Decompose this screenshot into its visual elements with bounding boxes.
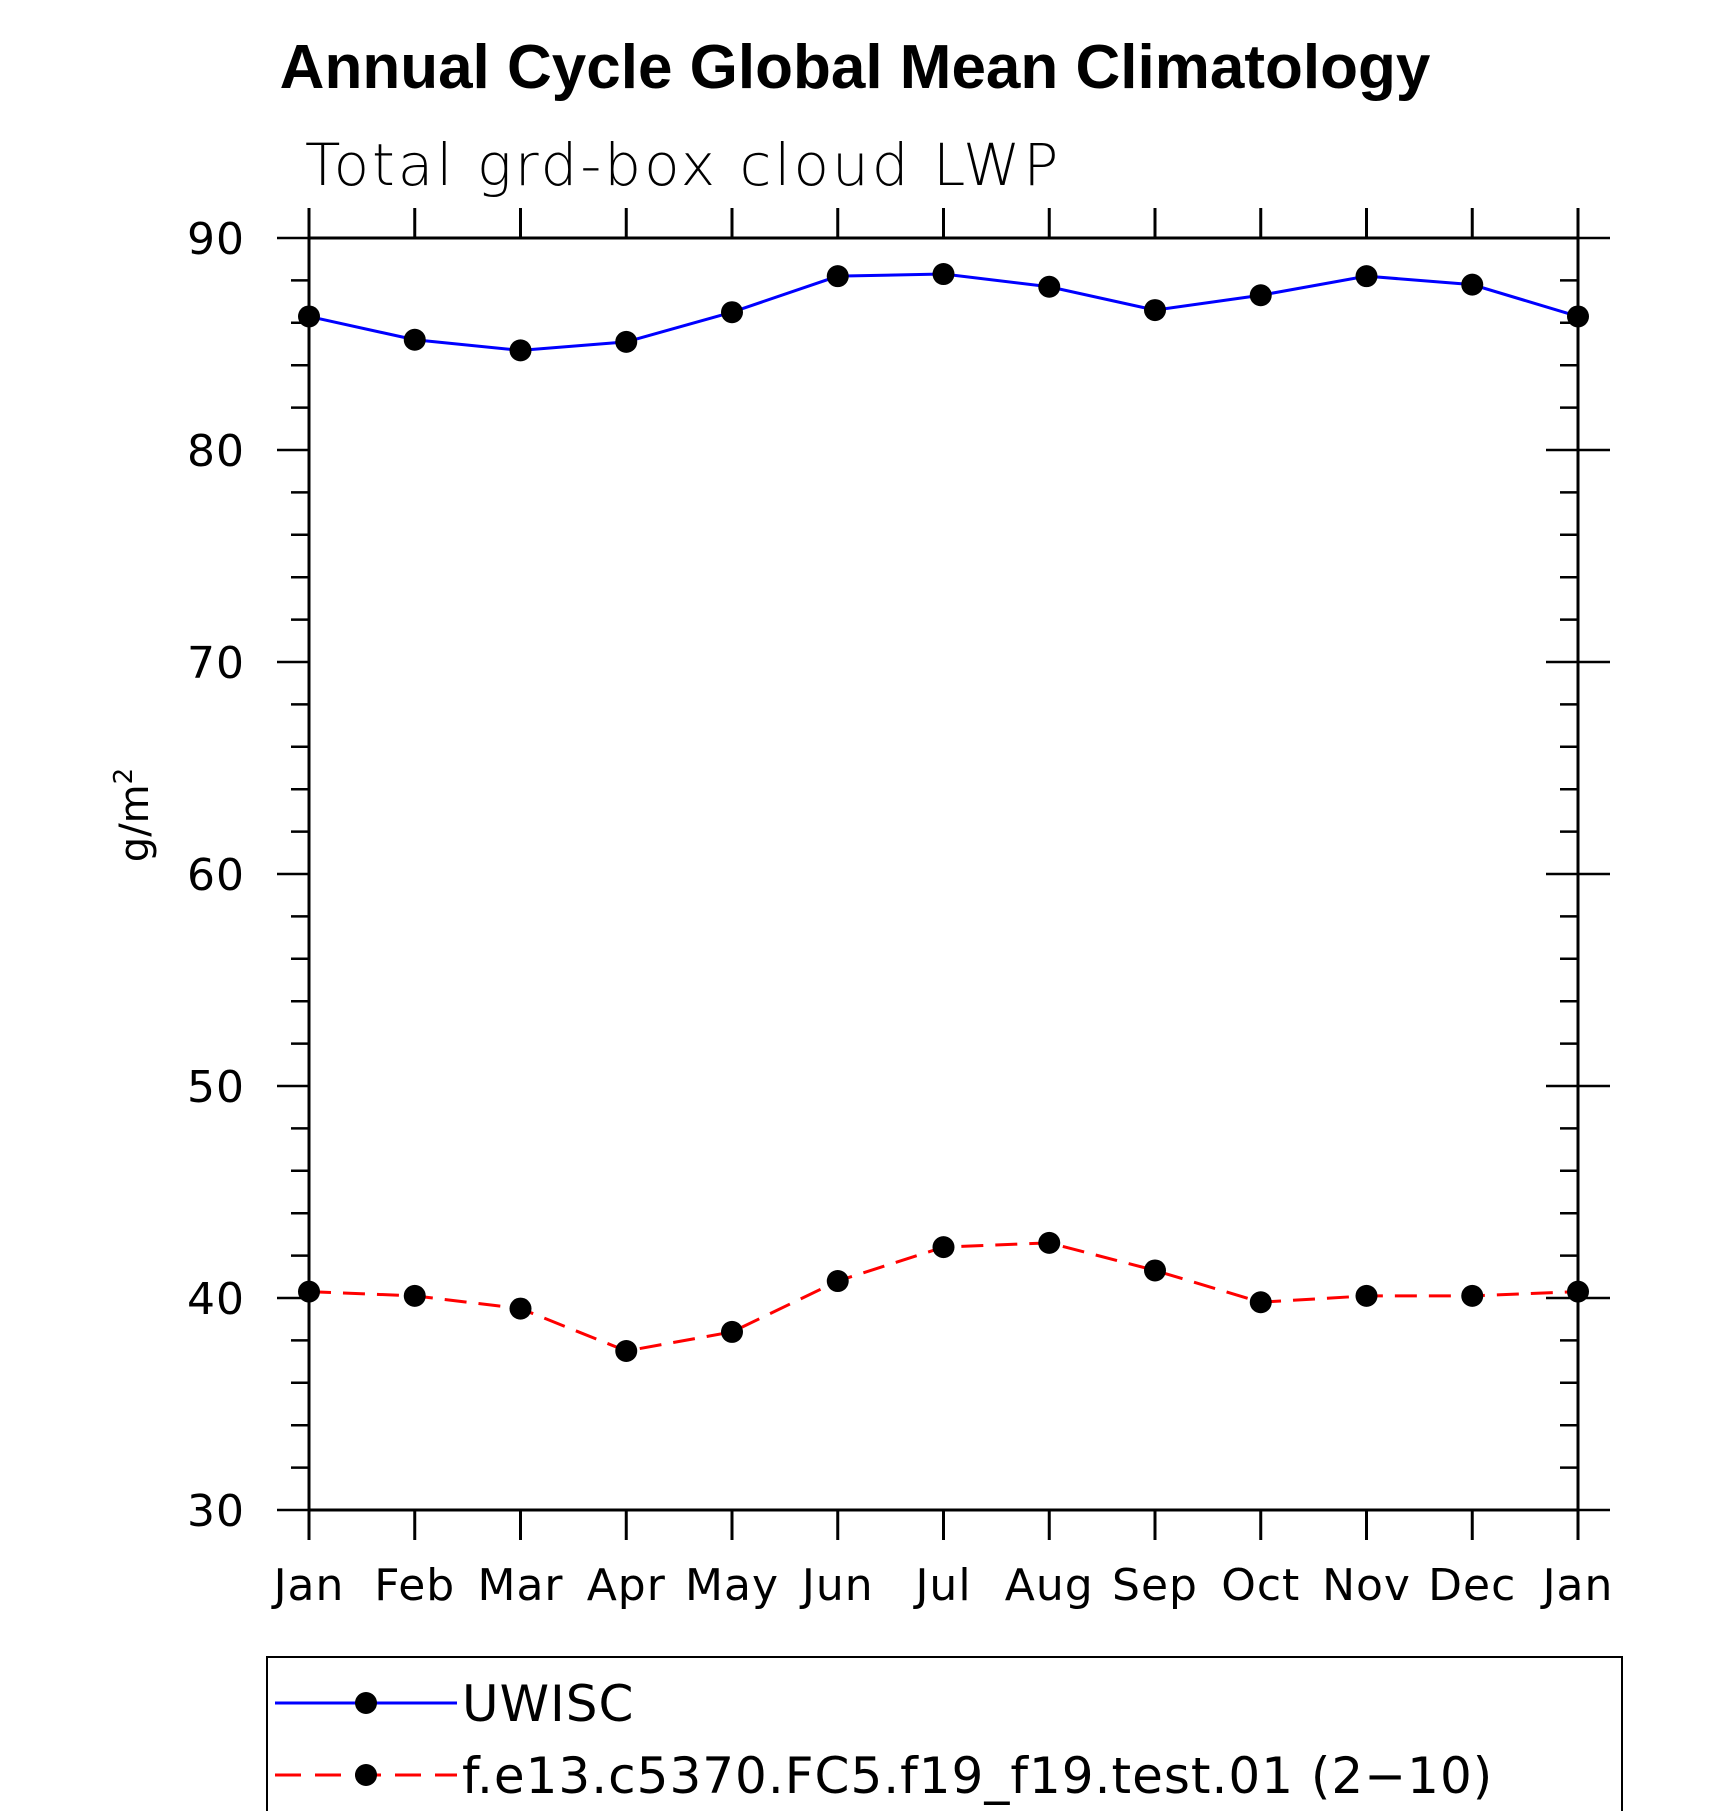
data-point: [721, 301, 743, 324]
data-point: [298, 1280, 320, 1303]
legend-entries: UWISC f.e13.c5370.FC5.f19_f19.test.01 (2−…: [275, 1675, 1493, 1805]
series-line: [308, 272, 1579, 352]
data-point: [615, 330, 638, 353]
data-point: [509, 339, 532, 362]
y-tick-label: 70: [187, 638, 245, 689]
data-point: [403, 1284, 426, 1307]
x-tick-label: Feb: [374, 1560, 455, 1611]
legend-swatch-marker: [355, 1764, 377, 1786]
data-point: [298, 305, 320, 328]
y-tick-label: 90: [187, 214, 245, 265]
y-tick-label: 60: [187, 850, 245, 901]
data-point: [1249, 284, 1272, 307]
data-point: [1355, 265, 1378, 288]
x-tick-label: Oct: [1221, 1560, 1300, 1611]
svg-text:g/m2: g/m2: [109, 768, 158, 862]
legend-swatch-marker: [355, 1692, 377, 1714]
series-line: [308, 1241, 1579, 1353]
x-tick-label: Jul: [912, 1560, 971, 1611]
data-point: [1567, 305, 1589, 328]
legend-label: f.e13.c5370.FC5.f19_f19.test.01 (2−10): [462, 1747, 1493, 1805]
legend-box: [266, 1656, 1623, 1811]
data-point: [826, 1270, 849, 1293]
x-tick-label: Aug: [1005, 1560, 1094, 1611]
x-tick-label: Jan: [1540, 1560, 1614, 1611]
y-tick-labels: 30 40 50 60 70 80 90: [187, 214, 245, 1537]
x-tick-label: May: [685, 1560, 779, 1611]
x-tick-label: Jun: [799, 1560, 874, 1611]
x-tick-label: Jan: [271, 1560, 345, 1611]
y-axis-label: g/m2: [109, 768, 158, 862]
legend: UWISC f.e13.c5370.FC5.f19_f19.test.01 (2−…: [266, 1656, 1623, 1811]
chart-title: Annual Cycle Global Mean Climatology: [280, 33, 1431, 102]
y-tick-label: 80: [187, 426, 245, 477]
data-point: [1038, 275, 1061, 298]
data-point: [932, 263, 955, 286]
x-tick-labels: Jan Feb Mar Apr May Jun Jul Aug Sep Oct Nov Dec Jan: [271, 1560, 1614, 1611]
x-tick-label: Dec: [1428, 1560, 1516, 1611]
data-point: [1355, 1284, 1378, 1307]
data-point: [1461, 1284, 1484, 1307]
x-tick-label: Mar: [477, 1560, 563, 1611]
data-point: [826, 265, 849, 288]
data-point: [509, 1297, 532, 1320]
data-point: [615, 1340, 638, 1362]
data-point: [1461, 273, 1484, 296]
data-point: [1038, 1231, 1061, 1254]
data-point: [1144, 1259, 1166, 1282]
data-point: [403, 328, 426, 351]
x-tick-label: Nov: [1322, 1560, 1411, 1611]
plot-frame: [307, 236, 1580, 1512]
y-tick-label: 40: [187, 1274, 245, 1325]
data-point: [1144, 299, 1166, 322]
y-tick-label: 30: [187, 1486, 245, 1537]
y-tick-label: 50: [187, 1062, 245, 1113]
x-tick-label: Sep: [1112, 1560, 1198, 1611]
y-axis-label-superscript: 2: [109, 768, 139, 785]
data-point: [1249, 1291, 1272, 1314]
x-tick-label: Apr: [587, 1560, 666, 1611]
legend-label: UWISC: [462, 1675, 634, 1733]
data-point: [1567, 1280, 1589, 1303]
chart-subtitle: Total grd-box cloud LWP: [305, 131, 1061, 199]
y-axis-label-unit: g/m: [112, 784, 158, 862]
data-point: [721, 1320, 743, 1343]
data-point: [932, 1236, 955, 1259]
series-layer: [298, 263, 1589, 1362]
ticks-layer: [277, 208, 1610, 1540]
